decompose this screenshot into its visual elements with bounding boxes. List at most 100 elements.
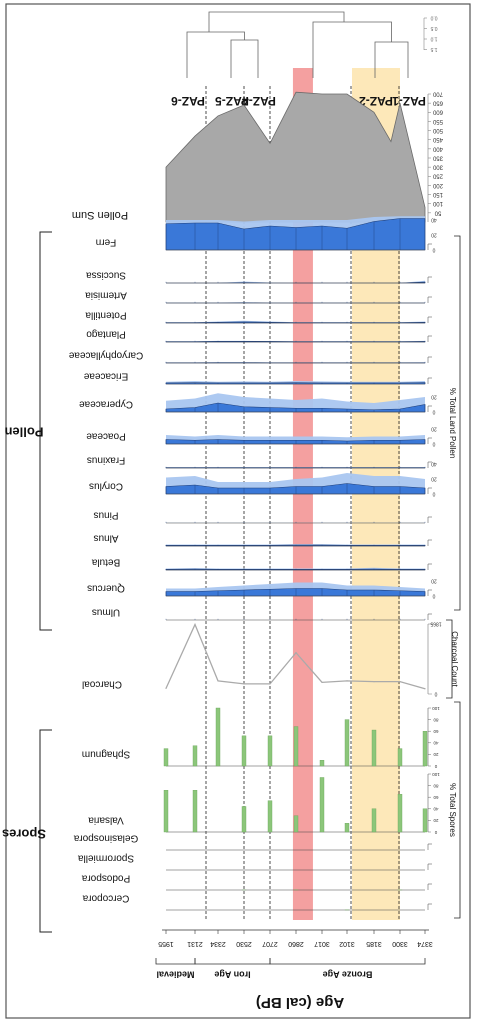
spore-bar xyxy=(345,823,349,832)
period-label-bronze-age: Bronze Age xyxy=(323,970,373,980)
taxon-area xyxy=(166,440,425,445)
taxon-name: Ericaceae xyxy=(83,370,128,381)
spore-bar xyxy=(193,790,197,832)
pollen-group-label: Pollen xyxy=(4,425,43,440)
spore-scale-label: 60 xyxy=(433,795,439,800)
pollen-sum-tick-label: 400 xyxy=(432,145,443,151)
spore-bar xyxy=(294,816,298,832)
dendro-scale-label: 1.5 xyxy=(430,46,437,52)
spore-scale-label: 100 xyxy=(432,706,440,711)
taxon-name: Potentilla xyxy=(85,309,127,320)
spore-bar xyxy=(320,760,324,766)
taxon-name: Artemisia xyxy=(85,289,127,300)
pollen-sum-tick-label: 350 xyxy=(432,154,443,160)
taxon-name: Ulmus xyxy=(92,606,120,617)
taxon-name: Alnus xyxy=(93,532,118,543)
spores-percent-label: % Total Spores xyxy=(448,783,457,837)
age-axis-tick-label: 3017 xyxy=(314,940,330,947)
taxon-name: Fern xyxy=(96,236,117,247)
charcoal-point xyxy=(424,688,425,689)
pollen-sum-tick-label: 100 xyxy=(432,200,443,206)
taxon-scale-label: 20 xyxy=(431,232,437,238)
spore-bar xyxy=(372,730,376,766)
taxon-scale-label: 20 xyxy=(431,394,437,400)
spore-bar xyxy=(398,794,402,832)
age-axis-tick-label: 3185 xyxy=(366,940,382,947)
pollen-sum-tick-label: 300 xyxy=(432,164,443,170)
taxon-scale-label: 40 xyxy=(431,461,437,467)
dendro-scale-label: 1.0 xyxy=(430,36,437,42)
spore-scale-label: 40 xyxy=(433,741,439,746)
pollen-sum-tick-label: 500 xyxy=(432,127,443,133)
pollen-percent-label: % Total Land Pollen xyxy=(448,388,457,459)
pollen-sum-tick-label: 700 xyxy=(432,90,443,96)
charcoal-point xyxy=(243,683,244,684)
pollen-sum-tick-label: 650 xyxy=(432,100,443,106)
taxon-scale-label: 40 xyxy=(431,217,437,223)
charcoal-name: Charcoal xyxy=(82,678,122,689)
charcoal-point xyxy=(399,681,400,682)
spore-bar xyxy=(193,746,197,766)
spore-bar xyxy=(372,809,376,832)
age-axis-tick-label: 2707 xyxy=(262,940,278,947)
zone-label-paz-1: PAZ-1 xyxy=(392,94,426,108)
spore-bar xyxy=(423,731,427,766)
pollen-sum-tick-label: 150 xyxy=(432,191,443,197)
period-label-medieval: Medieval xyxy=(156,970,194,980)
taxon-name: Succissa xyxy=(86,269,126,280)
charcoal-point xyxy=(321,682,322,683)
pollen-sum-tick-label: 450 xyxy=(432,136,443,142)
spore-name: Cercopora xyxy=(82,892,129,903)
spore-scale-label: 20 xyxy=(433,752,439,757)
spore-bar xyxy=(242,806,246,832)
age-axis-title: Age (cal BP) xyxy=(256,994,344,1011)
taxon-scale-label: 20 xyxy=(431,578,437,584)
age-axis-tick-label: 2860 xyxy=(288,940,304,947)
spore-name: Sphagnum xyxy=(82,748,130,759)
spore-name: Gelasinospora xyxy=(73,832,138,843)
charcoal-point xyxy=(346,680,347,681)
age-axis-tick-label: 2530 xyxy=(236,940,252,947)
dendro-scale-label: 0.5 xyxy=(430,25,437,31)
charcoal-axis-label: Charcoal Count xyxy=(450,631,459,687)
taxon-scale-label: 0 xyxy=(432,409,435,415)
taxon-name: Betula xyxy=(91,556,120,567)
age-axis-tick-label: 3374 xyxy=(417,940,433,947)
spore-scale-label: 40 xyxy=(433,807,439,812)
age-axis-tick-label: 2131 xyxy=(187,940,203,947)
taxon-scale-label: 0 xyxy=(432,593,435,599)
period-label-iron-age: Iron Age xyxy=(214,970,250,980)
spore-scale-label: 20 xyxy=(433,818,439,823)
charcoal-point xyxy=(295,652,296,653)
spore-bar xyxy=(320,777,324,832)
spore-bar xyxy=(345,720,349,766)
taxon-name: Quercus xyxy=(87,582,125,593)
pollen-sum-name: Pollen Sum xyxy=(72,209,128,221)
zone-label-paz-6: PAZ-6 xyxy=(171,94,205,108)
spore-bar xyxy=(268,736,272,766)
taxon-name: Plantago xyxy=(86,328,126,339)
spore-bar xyxy=(216,708,220,766)
taxon-scale-label: 20 xyxy=(431,476,437,482)
dendro-scale-label: 0.0 xyxy=(430,15,437,21)
spore-bar xyxy=(164,749,168,766)
spore-scale-label: 60 xyxy=(433,729,439,734)
spore-name: Valsaria xyxy=(88,814,124,825)
spore-scale-label: 80 xyxy=(433,783,439,788)
age-axis-tick-label: 3300 xyxy=(392,940,408,947)
age-axis-tick-label: 3102 xyxy=(339,940,355,947)
taxon-name: Cyperaceae xyxy=(79,398,133,409)
charcoal-point xyxy=(165,688,166,689)
pollen-sum-tick-label: 550 xyxy=(432,118,443,124)
spore-scale-label: 80 xyxy=(433,717,439,722)
spore-bar xyxy=(242,736,246,766)
taxon-scale-label: 0 xyxy=(432,247,435,253)
taxon-scale-label: 0 xyxy=(432,491,435,497)
zone-label-paz-4: PAZ-4 xyxy=(242,94,276,108)
spore-name: Sporormiella xyxy=(77,852,134,863)
spores-group-label: Spores xyxy=(2,827,46,842)
pollen-sum-tick-label: 200 xyxy=(432,182,443,188)
pollen-sum-tick-label: 600 xyxy=(432,109,443,115)
